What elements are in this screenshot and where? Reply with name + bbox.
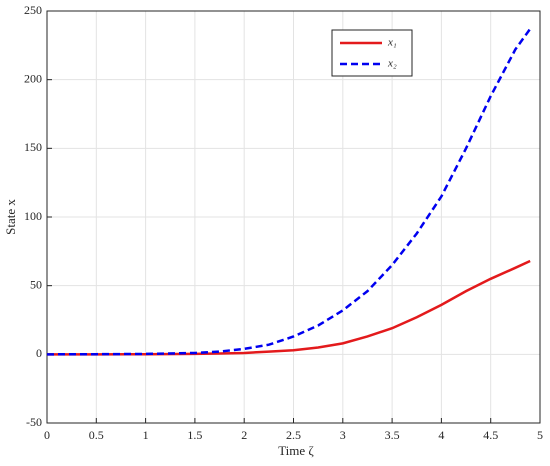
- y-tick-label: -50: [26, 415, 42, 429]
- plot-frame: [46, 10, 541, 424]
- y-axis-label: State x: [3, 199, 18, 235]
- y-tick-label: 150: [24, 140, 42, 154]
- x-tick-label: 2: [241, 428, 247, 442]
- legend-label: x₂: [387, 58, 397, 70]
- x-axis-label: Time ζ: [278, 443, 314, 458]
- x-tick-label: 2.5: [286, 428, 301, 442]
- y-tick-label: 250: [24, 3, 42, 17]
- y-tick-label: 200: [24, 71, 42, 85]
- x-tick-label: 1: [143, 428, 149, 442]
- x-tick-label: 5: [537, 428, 543, 442]
- series-line: [47, 259, 531, 356]
- legend-box: [331, 29, 413, 77]
- x-tick-label: 0.5: [89, 428, 104, 442]
- x-tick-label: 4.5: [483, 428, 498, 442]
- x-tick-label: 4: [438, 428, 444, 442]
- x-tick-label: 1.5: [187, 428, 202, 442]
- y-tick-label: 100: [24, 209, 42, 223]
- x-tick-label: 3.5: [385, 428, 400, 442]
- y-tick-label: 50: [30, 277, 42, 291]
- x-tick-label: 3: [340, 428, 346, 442]
- series-line: [46, 28, 532, 356]
- y-tick-label: 0: [36, 346, 42, 360]
- legend-label: x₁: [387, 37, 397, 49]
- x-tick-label: 0: [44, 428, 50, 442]
